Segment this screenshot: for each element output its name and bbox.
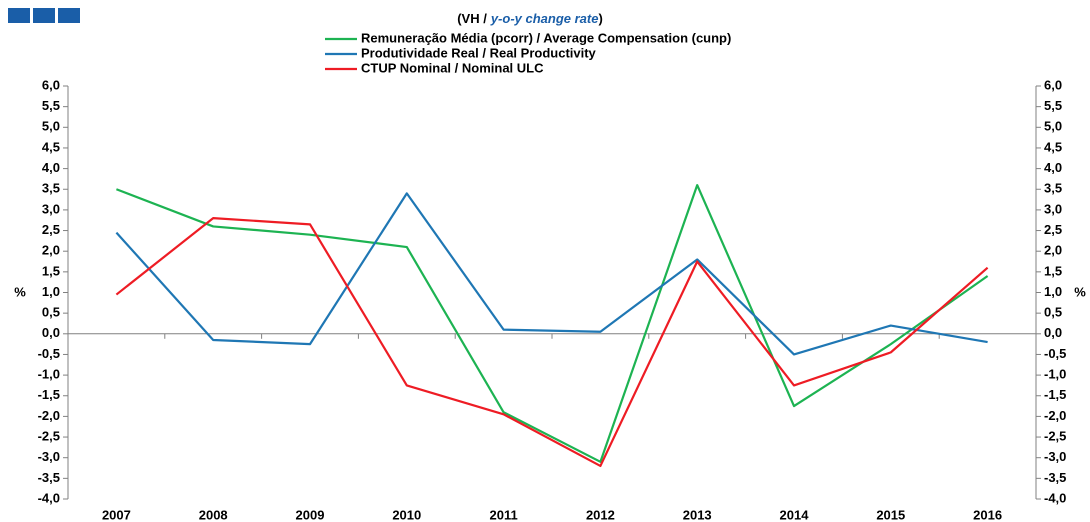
x-tick-label: 2016: [973, 507, 1002, 522]
y-tick-label: 0,0: [42, 325, 60, 340]
y2-tick-label: 4,0: [1044, 160, 1062, 175]
y2-tick-label: 1,0: [1044, 284, 1062, 299]
y-axis-label: %: [14, 284, 26, 299]
y-tick-label: -2,5: [38, 428, 60, 443]
y-tick-label: 1,0: [42, 284, 60, 299]
logo-block: [58, 8, 80, 23]
x-tick-label: 2010: [392, 507, 421, 522]
y2-tick-label: -1,0: [1044, 367, 1066, 382]
y2-tick-label: -2,5: [1044, 428, 1066, 443]
y-tick-label: 2,0: [42, 243, 60, 258]
x-tick-label: 2014: [780, 507, 810, 522]
y2-tick-label: 0,0: [1044, 325, 1062, 340]
y-tick-label: -3,0: [38, 449, 60, 464]
logo-block: [33, 8, 55, 23]
y2-tick-label: 2,5: [1044, 222, 1062, 237]
y-tick-label: -4,0: [38, 490, 60, 505]
x-tick-label: 2015: [876, 507, 905, 522]
x-tick-label: 2007: [102, 507, 131, 522]
y-tick-label: 1,5: [42, 263, 60, 278]
y2-tick-label: 3,0: [1044, 201, 1062, 216]
y-tick-label: 3,5: [42, 181, 60, 196]
title-part: ): [598, 11, 602, 26]
y-tick-label: -1,5: [38, 387, 60, 402]
x-tick-label: 2013: [683, 507, 712, 522]
series-line: [115, 217, 989, 468]
y2-tick-label: -0,5: [1044, 346, 1066, 361]
series-line: [116, 184, 989, 463]
y2-tick-label: 3,5: [1044, 181, 1062, 196]
y2-tick-label: 5,5: [1044, 98, 1062, 113]
y-tick-label: 2,5: [42, 222, 60, 237]
y2-tick-label: -4,0: [1044, 490, 1066, 505]
chart-title: (VH / y-o-y change rate): [457, 11, 603, 26]
legend-label: Produtividade Real / Real Productivity: [361, 45, 597, 60]
y2-tick-label: -3,5: [1044, 470, 1066, 485]
y-tick-label: 0,5: [42, 305, 60, 320]
y-tick-label: -2,0: [38, 408, 60, 423]
logo-block: [8, 8, 30, 23]
y2-tick-label: -2,0: [1044, 408, 1066, 423]
y2-tick-label: 0,5: [1044, 305, 1062, 320]
y2-tick-label: -1,5: [1044, 387, 1066, 402]
title-part: (VH /: [457, 11, 487, 26]
y2-tick-label: 4,5: [1044, 139, 1062, 154]
y-tick-label: -1,0: [38, 367, 60, 382]
y2-tick-label: 2,0: [1044, 243, 1062, 258]
y-tick-label: 3,0: [42, 201, 60, 216]
x-tick-label: 2009: [296, 507, 325, 522]
y2-tick-label: 6,0: [1044, 77, 1062, 92]
y-tick-label: 6,0: [42, 77, 60, 92]
legend-label: CTUP Nominal / Nominal ULC: [361, 60, 544, 75]
title-emphasis: y-o-y change rate: [490, 11, 599, 26]
y-tick-label: -0,5: [38, 346, 60, 361]
y-tick-label: 5,5: [42, 98, 60, 113]
x-tick-label: 2011: [489, 507, 517, 522]
y2-axis-label: %: [1074, 284, 1086, 299]
y2-tick-label: 5,0: [1044, 119, 1062, 134]
x-tick-label: 2008: [199, 507, 228, 522]
y2-tick-label: -3,0: [1044, 449, 1066, 464]
y-tick-label: 5,0: [42, 119, 60, 134]
legend-label: Remuneração Média (pcorr) / Average Comp…: [361, 30, 731, 45]
series-line: [115, 192, 988, 356]
y-tick-label: 4,5: [42, 139, 60, 154]
y-tick-label: -3,5: [38, 470, 60, 485]
y2-tick-label: 1,5: [1044, 263, 1062, 278]
x-tick-label: 2012: [586, 507, 615, 522]
y-tick-label: 4,0: [42, 160, 60, 175]
